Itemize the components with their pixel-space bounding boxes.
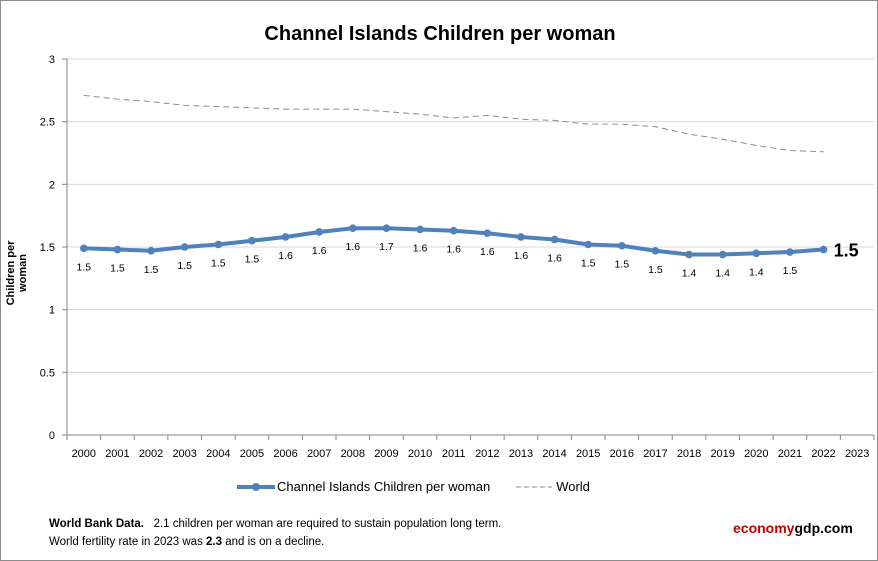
data-label: 1.6 [547,252,562,264]
data-label: 1.5 [77,261,92,273]
data-label: 1.5 [615,259,630,271]
data-point [685,250,693,259]
data-label: 1.5 [581,257,596,269]
data-label: 1.5 [110,263,125,275]
x-tick-label: 2011 [442,448,466,460]
x-tick-label: 2021 [778,448,802,460]
x-tick-label: 2022 [811,448,835,460]
brand-part1: economy [733,520,795,536]
y-tick-label: 1.5 [40,242,55,254]
x-tick-label: 2009 [374,448,398,460]
data-label: 1.6 [446,244,461,256]
x-tick-label: 2002 [139,448,163,460]
data-point [349,224,357,232]
x-tick-label: 2001 [105,448,129,460]
x-tick-label: 2000 [72,448,96,460]
x-tick-label: 2007 [307,448,331,460]
data-point [214,240,223,249]
x-tick-label: 2023 [845,448,869,460]
series-line-world [83,94,824,153]
data-label-latest: 1.5 [834,241,859,261]
y-tick-label: 1 [49,305,55,317]
x-tick-label: 2012 [475,448,499,460]
data-label: 1.5 [783,265,798,277]
x-tick-label: 2008 [341,448,365,460]
data-point [651,246,660,255]
data-point [618,241,626,250]
legend-label-world: World [556,479,590,494]
chart-title: Channel Islands Children per woman [264,23,616,45]
x-tick-label: 2003 [172,448,196,460]
data-label: 1.4 [682,268,697,280]
footer-line2-pre: World fertility rate in 2023 was [49,536,207,548]
data-label: 1.5 [648,264,663,276]
x-tick-label: 2006 [273,448,297,460]
legend-marker-channel-islands [237,482,275,491]
y-tick-label: 2 [49,179,55,191]
x-tick-label: 2020 [744,448,768,460]
y-tick-label: 3 [49,54,55,66]
data-point [550,235,559,244]
data-label: 1.4 [715,268,730,280]
y-tick-label: 0 [49,430,55,442]
brand-logo: economygdp.com [733,520,853,536]
data-label: 1.7 [379,241,394,253]
data-label: 1.6 [278,250,293,262]
data-point [449,226,458,235]
data-point [483,229,492,238]
data-point [248,236,256,245]
x-tick-label: 2005 [240,448,264,460]
x-tick-label: 2017 [643,448,667,460]
data-point [517,233,525,241]
data-point [315,228,323,236]
data-label: 1.4 [749,266,764,278]
footer-line-1: World Bank Data. 2.1 children per woman … [49,518,501,530]
plot-area: 0 0.5 1 1.5 2 2.5 3 2000 2001 2002 2003 2004 2005 200… [40,54,875,460]
y-tick-label: 0.5 [40,367,55,379]
data-label: 1.5 [245,254,260,266]
data-point [180,243,189,251]
data-label: 1.5 [144,264,159,276]
legend-marker-world [516,486,553,487]
data-label: 1.6 [480,246,495,258]
x-tick-label: 2016 [610,448,634,460]
x-tick-label: 2013 [509,448,533,460]
data-label: 1.6 [346,241,361,253]
data-label: 1.5 [177,260,192,272]
data-label: 1.6 [514,250,529,262]
x-tick-label: 2019 [710,448,734,460]
legend-label-channel-islands: Channel Islands Children per woman [277,479,491,494]
x-tick-label: 2010 [408,448,432,460]
x-tick-label: 2004 [206,448,230,460]
data-point [113,245,122,254]
data-point [416,225,424,234]
legend: Channel Islands Children per woman World [237,479,590,494]
footer-source: World Bank Data. [49,518,144,530]
footer-line-2: World fertility rate in 2023 was 2.3 and… [49,536,324,548]
x-tick-label: 2018 [677,448,701,460]
x-tick-label: 2015 [576,448,600,460]
data-point [819,245,828,254]
data-point [80,244,88,253]
brand-part2: gdp.com [794,520,853,536]
data-point [786,248,794,256]
x-tick-label: 2014 [542,448,566,460]
data-label: 1.6 [312,245,327,257]
footer-line2-value: 2.3 [206,536,223,548]
data-label: 1.6 [413,242,428,254]
footer-line2-post: and is on a decline. [222,536,325,548]
y-tick-label: 2.5 [40,117,55,129]
data-point [382,224,391,232]
data-label: 1.5 [211,257,226,269]
footer-note: 2.1 children per woman are required to s… [153,518,502,530]
data-point [281,233,290,241]
data-point [147,246,155,255]
data-point [718,250,727,259]
data-point [584,240,592,249]
data-point [752,249,761,258]
